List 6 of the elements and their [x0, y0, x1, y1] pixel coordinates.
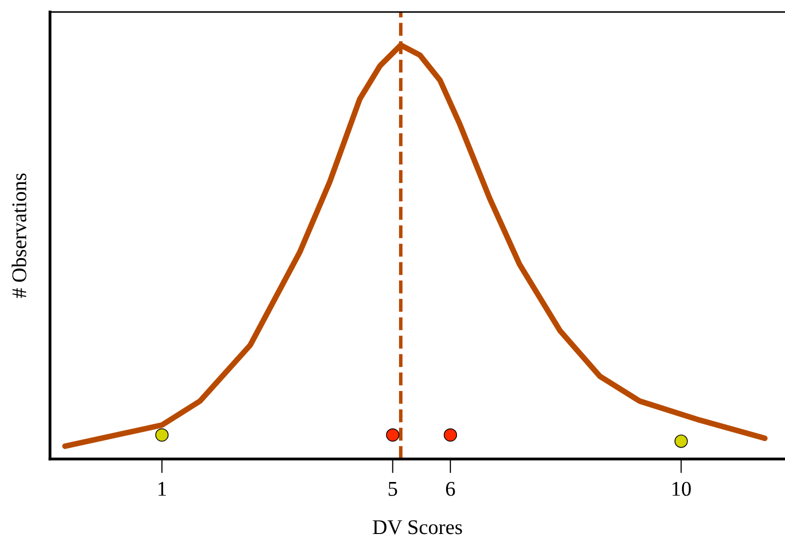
- x-axis-title: DV Scores: [372, 520, 462, 534]
- x-tick-label: 5: [388, 482, 398, 496]
- x-tick-label: 1: [158, 482, 166, 496]
- x-tick-label: 6: [446, 482, 455, 496]
- x-tick-label: 10: [672, 482, 691, 496]
- y-axis-title: # Observations: [12, 173, 26, 298]
